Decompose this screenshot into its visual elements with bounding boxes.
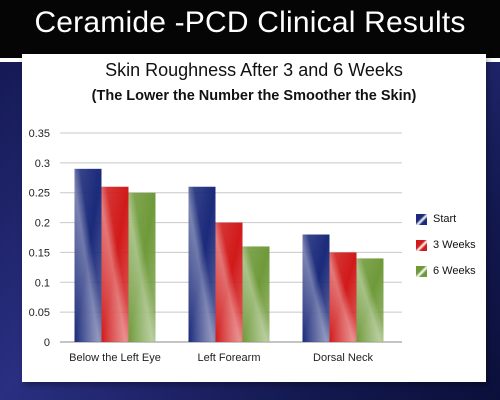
y-tick-label-0-25: 0.25 bbox=[29, 188, 50, 200]
bar-highlight-dorsal-neck-6-weeks bbox=[356, 258, 384, 342]
y-tick-label-0-05: 0.05 bbox=[29, 307, 50, 319]
x-axis-labels: Below the Left Eye Left Forearm Dorsal Nec… bbox=[69, 352, 373, 364]
chart-subtitle: (The Lower the Number the Smoother the S… bbox=[91, 88, 417, 104]
bar-highlight-left-forearm-6-weeks bbox=[242, 246, 270, 342]
legend-item-start: Start bbox=[416, 206, 476, 232]
legend-label-6-weeks: 6 Weeks bbox=[433, 265, 476, 277]
legend-swatch-3-weeks bbox=[416, 239, 427, 251]
bar-highlight-below-the-left-eye-3-weeks bbox=[101, 186, 129, 342]
bar-highlight-left-forearm-start bbox=[188, 186, 216, 342]
y-tick-label-0-15: 0.15 bbox=[29, 247, 50, 259]
legend-item-6-weeks: 6 Weeks bbox=[416, 258, 476, 284]
legend: Start 3 Weeks 6 Weeks bbox=[416, 206, 476, 284]
y-tick-label-0: 0 bbox=[44, 337, 50, 349]
legend-label-start: Start bbox=[433, 213, 457, 225]
chart-title: Skin Roughness After 3 and 6 Weeks bbox=[105, 60, 403, 80]
bar-highlight-dorsal-neck-3-weeks bbox=[329, 252, 357, 342]
y-tick-label-0-2: 0.2 bbox=[35, 218, 50, 230]
x-category-label-below-the-left-eye: Below the Left Eye bbox=[69, 352, 161, 364]
y-axis-ticks: 0 0.05 0.1 0.15 0.2 0.25 0.3 0.35 bbox=[29, 128, 50, 349]
bar-highlight-below-the-left-eye-start bbox=[74, 168, 102, 342]
title-banner: Ceramide -PCD Clinical Results bbox=[0, 0, 500, 58]
legend-label-3-weeks: 3 Weeks bbox=[433, 239, 476, 251]
bar-highlight-below-the-left-eye-6-weeks bbox=[128, 192, 156, 342]
y-tick-label-0-1: 0.1 bbox=[35, 277, 50, 289]
y-tick-label-0-3: 0.3 bbox=[35, 158, 50, 170]
y-tick-label-0-35: 0.35 bbox=[29, 128, 50, 140]
legend-swatch-start bbox=[416, 213, 427, 225]
legend-item-3-weeks: 3 Weeks bbox=[416, 232, 476, 258]
bar-highlight-left-forearm-3-weeks bbox=[215, 222, 243, 342]
x-category-label-dorsal-neck: Dorsal Neck bbox=[313, 352, 373, 364]
banner-title: Ceramide -PCD Clinical Results bbox=[34, 6, 466, 39]
bars bbox=[74, 168, 384, 342]
legend-swatch-6-weeks bbox=[416, 265, 427, 277]
x-category-label-left-forearm: Left Forearm bbox=[198, 352, 261, 364]
bar-highlight-dorsal-neck-start bbox=[302, 234, 330, 342]
